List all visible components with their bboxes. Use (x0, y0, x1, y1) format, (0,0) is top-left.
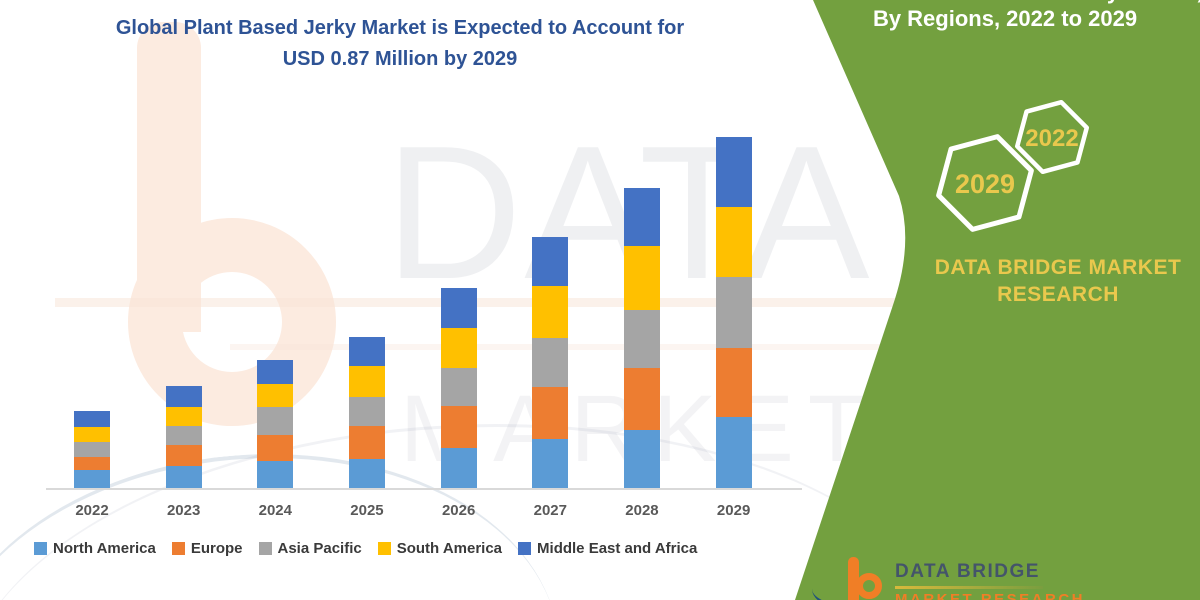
bar-segment-europe-2028 (623, 368, 660, 430)
bar-segment-europe-2027 (532, 387, 569, 439)
bar-segment-north-america-2026 (440, 448, 477, 488)
chart-title: Global Plant Based Jerky Market is Expec… (0, 13, 800, 75)
bar-segment-north-america-2023 (165, 466, 202, 488)
footer-logo-b-stem (848, 557, 859, 600)
chart-legend: North America Europe Asia Pacific South Ame… (34, 540, 697, 557)
legend-swatch-asia-pacific (258, 542, 272, 555)
footer-logo-b-bowl (856, 573, 882, 599)
panel-heading-line2: By Regions, 2022 to 2029 (872, 6, 1138, 31)
x-axis-label-2026: 2026 (441, 502, 476, 519)
hexagon-2022-label: 2022 (1025, 125, 1078, 152)
x-axis-label-2023: 2023 (166, 502, 201, 519)
footer-logo-underline (895, 586, 1043, 589)
bar-segment-middle-east-and-africa-2027 (532, 237, 569, 287)
legend-swatch-europe (171, 542, 185, 555)
bar-segment-asia-pacific-2022 (74, 441, 110, 457)
chart-title-line2: USD 0.87 Million by 2029 (282, 48, 518, 70)
legend-swatch-north-america (34, 542, 47, 555)
bar-segment-middle-east-and-africa-2022 (74, 410, 110, 427)
hexagon-2022 (1014, 99, 1090, 175)
x-axis-label-2027: 2027 (533, 502, 567, 519)
bar-segment-europe-2029 (715, 348, 752, 418)
bar-segment-asia-pacific-2026 (440, 367, 477, 407)
legend-label-europe: Europe (190, 540, 243, 557)
legend-item-south-america: South America (377, 540, 503, 557)
bar-segment-north-america-2024 (257, 461, 294, 488)
bar-segment-asia-pacific-2027 (532, 338, 569, 387)
bar-segment-north-america-2029 (715, 417, 752, 488)
legend-swatch-south-america (377, 542, 391, 555)
legend-item-europe: Europe (171, 540, 243, 557)
hexagon-year-badges: 2029 2022 (936, 99, 1090, 232)
legend-swatch-middle-east-and-africa (518, 542, 532, 555)
hexagon-2029 (936, 134, 1034, 232)
bar-segment-south-america-2025 (348, 366, 385, 398)
legend-label-north-america: North America (53, 540, 156, 557)
bar-segment-north-america-2025 (348, 458, 385, 488)
bar-segment-asia-pacific-2029 (715, 276, 752, 349)
legend-label-asia-pacific: Asia Pacific (277, 540, 362, 557)
legend-label-middle-east-and-africa: Middle East and Africa (537, 540, 698, 557)
bar-segment-north-america-2027 (532, 438, 569, 488)
bar-segment-middle-east-and-africa-2029 (715, 136, 752, 207)
x-axis-line (46, 488, 802, 490)
bar-segment-europe-2024 (257, 435, 294, 462)
bar-segment-south-america-2027 (532, 286, 569, 339)
legend-item-asia-pacific: Asia Pacific (258, 540, 362, 557)
bar-segment-europe-2023 (165, 445, 202, 467)
x-axis-label-2022: 2022 (75, 502, 109, 519)
legend-item-middle-east-and-africa: Middle East and Africa (518, 540, 697, 557)
x-axis-label-2025: 2025 (350, 502, 384, 519)
x-axis-label-2029: 2029 (716, 502, 751, 519)
chart-title-line1: Global Plant Based Jerky Market is Expec… (115, 17, 685, 39)
bar-segment-south-america-2022 (74, 426, 110, 442)
bar-segment-asia-pacific-2023 (165, 426, 202, 446)
bar-segment-south-america-2029 (715, 206, 752, 277)
bar-segment-europe-2026 (440, 406, 477, 448)
bar-segment-middle-east-and-africa-2026 (440, 287, 477, 329)
panel-brand-text: DATA BRIDGE MARKET RESEARCH (934, 256, 1182, 306)
legend-item-north-america: North America (34, 540, 156, 557)
bar-segment-asia-pacific-2028 (623, 310, 660, 369)
footer-logo-subtitle-cutoff: MARKET RESEARCH (895, 591, 1086, 600)
legend-label-south-america: South America (396, 540, 503, 557)
panel-heading-line1-cutoff: Global Plant Based Jerky Market, (855, 0, 1200, 5)
bar-segment-asia-pacific-2025 (348, 397, 385, 427)
bar-segment-europe-2022 (74, 456, 110, 470)
bar-segment-south-america-2026 (440, 328, 477, 368)
x-axis-label-2024: 2024 (258, 502, 292, 519)
bar-segment-middle-east-and-africa-2025 (348, 337, 385, 367)
bar-segment-middle-east-and-africa-2028 (623, 187, 660, 246)
bar-segment-north-america-2028 (623, 429, 660, 488)
bar-segment-north-america-2022 (74, 469, 110, 488)
footer-logo-name: DATA BRIDGE (895, 561, 1040, 582)
bar-segment-europe-2025 (348, 426, 385, 459)
x-axis-label-2028: 2028 (625, 502, 659, 519)
hexagon-2029-label: 2029 (955, 169, 1015, 199)
